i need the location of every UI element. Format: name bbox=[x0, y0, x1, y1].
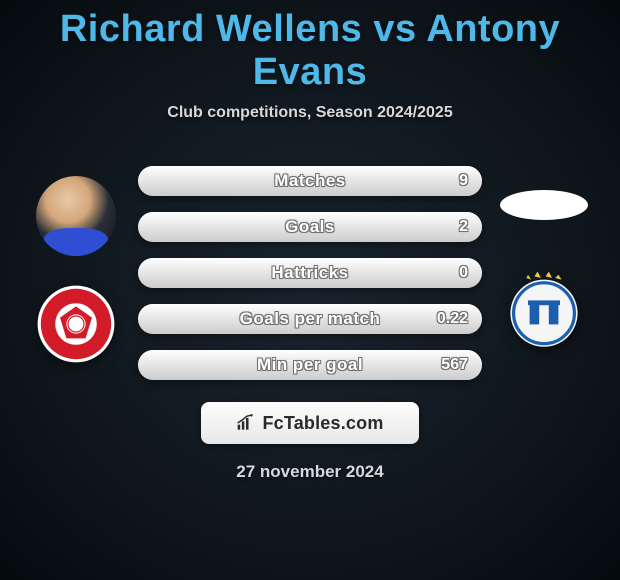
stats-area: Matches 9 Goals 2 Hattricks 0 Goals per … bbox=[0, 166, 620, 380]
right-column bbox=[488, 166, 600, 350]
left-player-avatar bbox=[36, 176, 116, 256]
stat-value-right: 0 bbox=[459, 264, 468, 282]
page-title: Richard Wellens vs Antony Evans bbox=[0, 0, 620, 94]
left-club-crest bbox=[36, 284, 116, 364]
stat-label: Min per goal bbox=[257, 355, 363, 375]
brand-badge: FcTables.com bbox=[201, 402, 419, 444]
right-club-crest bbox=[504, 270, 584, 350]
brand-text: FcTables.com bbox=[262, 413, 383, 434]
chart-icon bbox=[236, 414, 256, 432]
stat-bar-goals-per-match: Goals per match 0.22 bbox=[138, 304, 482, 334]
stat-bar-min-per-goal: Min per goal 567 bbox=[138, 350, 482, 380]
stat-label: Hattricks bbox=[271, 263, 348, 283]
right-player-marker bbox=[500, 190, 588, 220]
page-subtitle: Club competitions, Season 2024/2025 bbox=[0, 104, 620, 122]
stat-bar-goals: Goals 2 bbox=[138, 212, 482, 242]
stat-label: Matches bbox=[274, 171, 346, 191]
left-column bbox=[20, 166, 132, 364]
stat-value-right: 9 bbox=[459, 172, 468, 190]
footer-date: 27 november 2024 bbox=[0, 462, 620, 482]
stat-label: Goals per match bbox=[240, 309, 381, 329]
stat-bars: Matches 9 Goals 2 Hattricks 0 Goals per … bbox=[138, 166, 482, 380]
stat-value-right: 567 bbox=[441, 356, 468, 374]
stat-value-right: 2 bbox=[459, 218, 468, 236]
stat-value-right: 0.22 bbox=[437, 310, 468, 328]
stat-bar-matches: Matches 9 bbox=[138, 166, 482, 196]
stat-bar-hattricks: Hattricks 0 bbox=[138, 258, 482, 288]
stat-label: Goals bbox=[285, 217, 335, 237]
